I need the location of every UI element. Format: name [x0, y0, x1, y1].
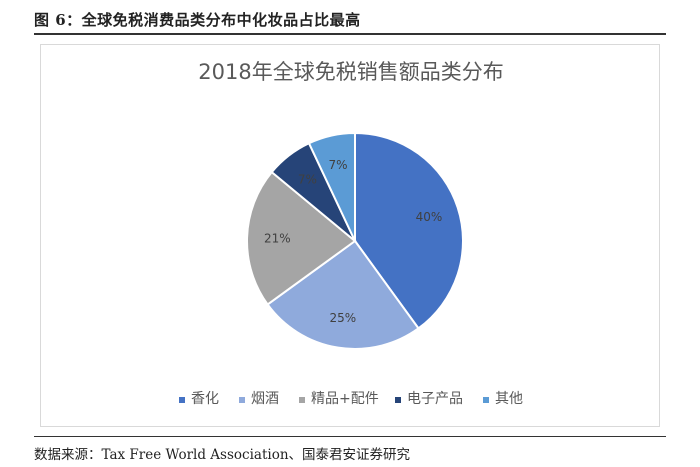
pie-slice-2: [266, 239, 420, 350]
data-label-2: 25%: [330, 311, 357, 325]
chart-legend: 香化 烟酒 精品+配件 电子产品 其他: [179, 391, 523, 407]
chart-frame: 2018年全球免税销售额品类分布 40% 25% 21% 7% 7% 香化 烟酒 精品+配件…: [40, 44, 660, 427]
legend-swatch-2: [239, 397, 245, 403]
legend-swatch-1: [179, 397, 185, 403]
pie-slice-1: [354, 131, 464, 330]
data-label-1: 40%: [416, 210, 443, 224]
bottom-rule: [34, 436, 666, 437]
chart-title: 2018年全球免税销售额品类分布: [198, 60, 503, 84]
top-rule: [34, 33, 666, 35]
legend-label-5: 其他: [495, 391, 523, 407]
pie-data-labels: 40% 25% 21% 7% 7%: [264, 158, 442, 325]
source-note: 数据来源：Tax Free World Association、国泰君安证券研究: [34, 447, 411, 463]
figure-title: 图 6：全球免税消费品类分布中化妆品占比最高: [34, 11, 361, 29]
data-label-3: 21%: [264, 232, 291, 246]
legend-label-2: 烟酒: [251, 391, 279, 407]
legend-label-4: 电子产品: [407, 391, 463, 407]
pie-slice-3: [246, 170, 357, 306]
legend-swatch-5: [483, 397, 489, 403]
pie-chart: 2018年全球免税销售额品类分布 40% 25% 21% 7% 7% 香化 烟酒 精品+配件…: [179, 60, 523, 407]
legend-swatch-3: [299, 397, 305, 403]
pie-slice-5: [307, 131, 356, 242]
pie-slices: [246, 131, 464, 350]
data-label-5: 7%: [329, 158, 348, 172]
legend-swatch-4: [395, 397, 401, 403]
legend-label-3: 精品+配件: [311, 391, 379, 407]
legend-label-1: 香化: [191, 391, 219, 407]
data-label-4: 7%: [298, 173, 317, 187]
